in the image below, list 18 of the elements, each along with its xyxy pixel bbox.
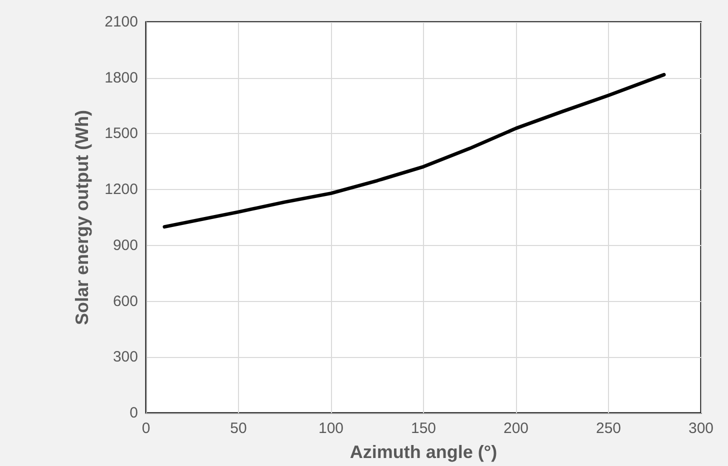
y-tick-label: 2100 xyxy=(104,14,138,30)
x-tick-label: 100 xyxy=(318,420,344,437)
x-tick-label: 50 xyxy=(230,420,247,437)
y-tick-label: 300 xyxy=(112,348,138,366)
line-series xyxy=(162,72,666,229)
x-tick-label: 200 xyxy=(503,420,529,437)
x-tick-label: 250 xyxy=(596,420,622,437)
y-tick-label: 900 xyxy=(112,236,138,254)
y-tick-label: 0 xyxy=(130,404,138,422)
x-tick-label: 150 xyxy=(410,420,436,437)
y-axis-title: Solar energy output (Wh) xyxy=(72,110,92,325)
y-tick-label: 1200 xyxy=(104,181,138,198)
y-tick-label: 1500 xyxy=(104,125,138,142)
x-tick-label: 0 xyxy=(142,420,150,437)
x-axis-title: Azimuth angle (°) xyxy=(350,442,498,462)
y-tick-label: 600 xyxy=(112,292,138,310)
y-tick-label: 1800 xyxy=(104,69,138,86)
x-tick-label: 300 xyxy=(688,420,714,437)
